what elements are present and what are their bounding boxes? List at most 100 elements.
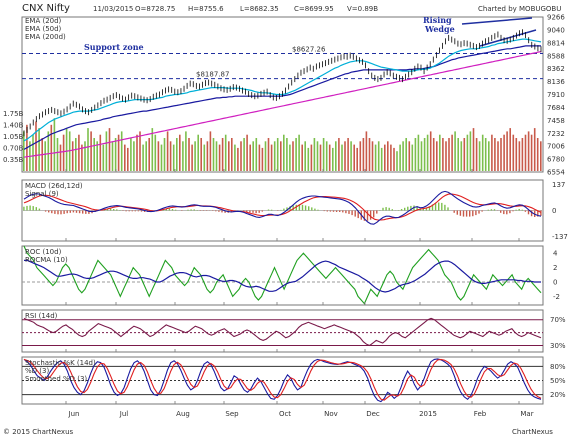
legend-rsi: RSI (14d) bbox=[25, 312, 58, 320]
macd-histogram-bar bbox=[456, 210, 458, 215]
macd-histogram-bar bbox=[363, 210, 366, 221]
volume-bar bbox=[176, 138, 178, 171]
volume-bar bbox=[276, 138, 279, 171]
volume-bar bbox=[515, 138, 518, 171]
volume-bar bbox=[469, 131, 472, 171]
macd-histogram-bar bbox=[469, 210, 471, 217]
macd-histogram-bar bbox=[57, 210, 59, 215]
rsi-panel bbox=[21, 309, 544, 353]
volume-bar bbox=[38, 128, 40, 171]
macd-histogram-bar bbox=[376, 210, 378, 214]
macd-histogram-bar bbox=[221, 210, 223, 213]
macd-histogram-bar bbox=[29, 205, 31, 211]
volume-bar bbox=[341, 144, 343, 171]
volume-bar bbox=[264, 141, 267, 171]
volume-bar bbox=[432, 138, 435, 171]
volume-bar bbox=[411, 144, 414, 171]
volume-bar bbox=[316, 141, 319, 171]
volume-bar bbox=[332, 147, 334, 171]
volume-bar bbox=[384, 144, 386, 171]
price-tick-label: 8362 bbox=[547, 65, 565, 73]
macd-histogram-bar bbox=[60, 210, 62, 215]
header-credit: Charted by MOBUGOBU bbox=[478, 5, 561, 13]
volume-bar bbox=[234, 144, 236, 171]
macd-histogram-bar bbox=[174, 209, 177, 211]
macd-histogram-bar bbox=[113, 209, 115, 211]
macd-histogram-bar bbox=[410, 205, 412, 211]
volume-bar bbox=[399, 144, 401, 171]
x-tick-label: Dec bbox=[366, 410, 380, 418]
footer-copyright: © 2015 ChartNexus bbox=[3, 428, 74, 436]
macd-histogram-bar bbox=[32, 206, 34, 211]
macd-histogram-bar bbox=[521, 209, 523, 211]
volume-bar bbox=[139, 131, 141, 171]
volume-bar bbox=[62, 134, 65, 171]
macd-histogram-bar bbox=[243, 210, 245, 212]
volume-bar bbox=[71, 141, 74, 171]
macd-histogram-bar bbox=[462, 210, 465, 217]
ema200-line bbox=[23, 51, 542, 158]
support-zone-label: Support zone bbox=[84, 42, 144, 52]
volume-bar bbox=[295, 138, 297, 171]
macd-histogram-bar bbox=[286, 207, 288, 211]
macd-histogram-bar bbox=[140, 210, 143, 212]
macd-histogram-bar bbox=[357, 210, 359, 219]
volume-bar bbox=[182, 141, 184, 171]
volume-bar bbox=[396, 151, 398, 171]
volume-bar bbox=[353, 144, 355, 171]
volume-bar bbox=[414, 138, 417, 171]
volume-bar bbox=[488, 141, 490, 171]
volume-bar bbox=[237, 147, 239, 171]
volume-bar bbox=[540, 141, 542, 171]
x-tick-label: Aug bbox=[176, 410, 190, 418]
volume-bar bbox=[506, 131, 508, 171]
x-tick-label: 2015 bbox=[419, 410, 437, 418]
volume-bar bbox=[111, 141, 114, 171]
rising-wedge-label: Wedge bbox=[424, 24, 455, 34]
volume-bar bbox=[436, 141, 438, 171]
volume-bar bbox=[283, 134, 285, 171]
macd-histogram-bar bbox=[26, 205, 28, 211]
volume-bar bbox=[325, 141, 328, 171]
macd-histogram-bar bbox=[407, 206, 409, 211]
legend-stoch-d: %D (3) bbox=[25, 367, 49, 375]
volume-bar bbox=[56, 138, 59, 171]
macd-histogram-bar bbox=[215, 210, 217, 212]
volume-bar bbox=[231, 138, 233, 171]
macd-tick-label: 0 bbox=[552, 207, 556, 215]
volume-bar bbox=[374, 144, 377, 171]
footer-brand: ChartNexus bbox=[512, 428, 553, 436]
macd-histogram-bar bbox=[63, 210, 65, 214]
volume-bar bbox=[460, 141, 463, 171]
volume-bar bbox=[157, 141, 160, 171]
macd-histogram-bar bbox=[292, 205, 294, 211]
volume-bar bbox=[310, 144, 313, 171]
volume-bar bbox=[484, 138, 487, 171]
header-volume: V=0.89B bbox=[347, 5, 378, 13]
volume-bar bbox=[500, 138, 502, 171]
volume-bar bbox=[429, 131, 432, 171]
macd-histogram-bar bbox=[252, 210, 254, 213]
volume-bar bbox=[215, 141, 218, 171]
volume-bar bbox=[338, 138, 340, 171]
volume-bar bbox=[114, 138, 117, 171]
rsi-line bbox=[23, 317, 542, 347]
macd-histogram-bar bbox=[422, 209, 424, 211]
macd-histogram-bar bbox=[475, 210, 477, 216]
macd-histogram-bar bbox=[38, 208, 41, 211]
volume-bar bbox=[166, 131, 169, 171]
volume-bar bbox=[163, 138, 166, 171]
volume-bar bbox=[261, 147, 264, 171]
volume-bar bbox=[35, 121, 37, 171]
macd-histogram-bar bbox=[447, 207, 449, 211]
volume-bar bbox=[212, 138, 215, 171]
volume-bar bbox=[344, 141, 346, 171]
volume-bar bbox=[463, 138, 466, 171]
rocma-line bbox=[24, 259, 541, 293]
roc-tick-label: 2 bbox=[553, 264, 557, 272]
macd-histogram-bar bbox=[134, 210, 136, 212]
price-tick-label: 7458 bbox=[547, 117, 565, 125]
volume-bar bbox=[65, 128, 68, 171]
volume-bar bbox=[503, 134, 505, 171]
macd-tick-label: -137 bbox=[552, 233, 568, 241]
